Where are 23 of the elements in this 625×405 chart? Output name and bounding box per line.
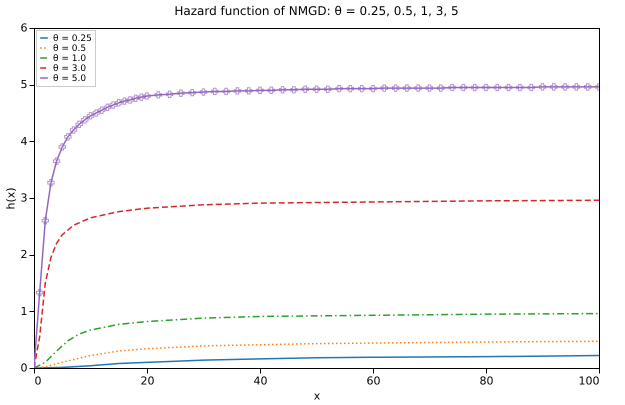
legend-label: θ = 5.0 bbox=[53, 74, 86, 84]
y-tick-label: 5 bbox=[20, 78, 28, 92]
chart-title: Hazard function of NMGD: θ = 0.25, 0.5, 1, 3, 5 bbox=[174, 4, 459, 18]
x-tick-label: 60 bbox=[366, 374, 380, 388]
y-tick-label: 3 bbox=[20, 192, 28, 204]
y-tick-label: 0 bbox=[20, 362, 28, 374]
y-tick-label: 2 bbox=[20, 248, 28, 262]
y-axis-title: h(x) bbox=[4, 187, 18, 210]
legend-label: θ = 3.0 bbox=[53, 64, 86, 74]
y-tick-label: 1 bbox=[20, 304, 28, 318]
x-tick-label: 0 bbox=[34, 374, 42, 388]
x-tick-label: 80 bbox=[480, 374, 494, 388]
y-tick-label: 6 bbox=[20, 22, 28, 34]
y-tick-label: 4 bbox=[20, 134, 28, 148]
line-series bbox=[34, 312, 599, 368]
x-tick-label: 20 bbox=[140, 374, 154, 388]
legend-label: θ = 0.5 bbox=[53, 44, 86, 54]
legend-label: θ = 1.0 bbox=[53, 54, 86, 64]
line-series bbox=[34, 354, 599, 368]
legend-label: θ = 0.25 bbox=[53, 34, 92, 44]
x-axis-title: x bbox=[314, 390, 321, 402]
x-tick-label: 40 bbox=[254, 374, 268, 388]
x-tick-label: 100 bbox=[578, 374, 600, 388]
